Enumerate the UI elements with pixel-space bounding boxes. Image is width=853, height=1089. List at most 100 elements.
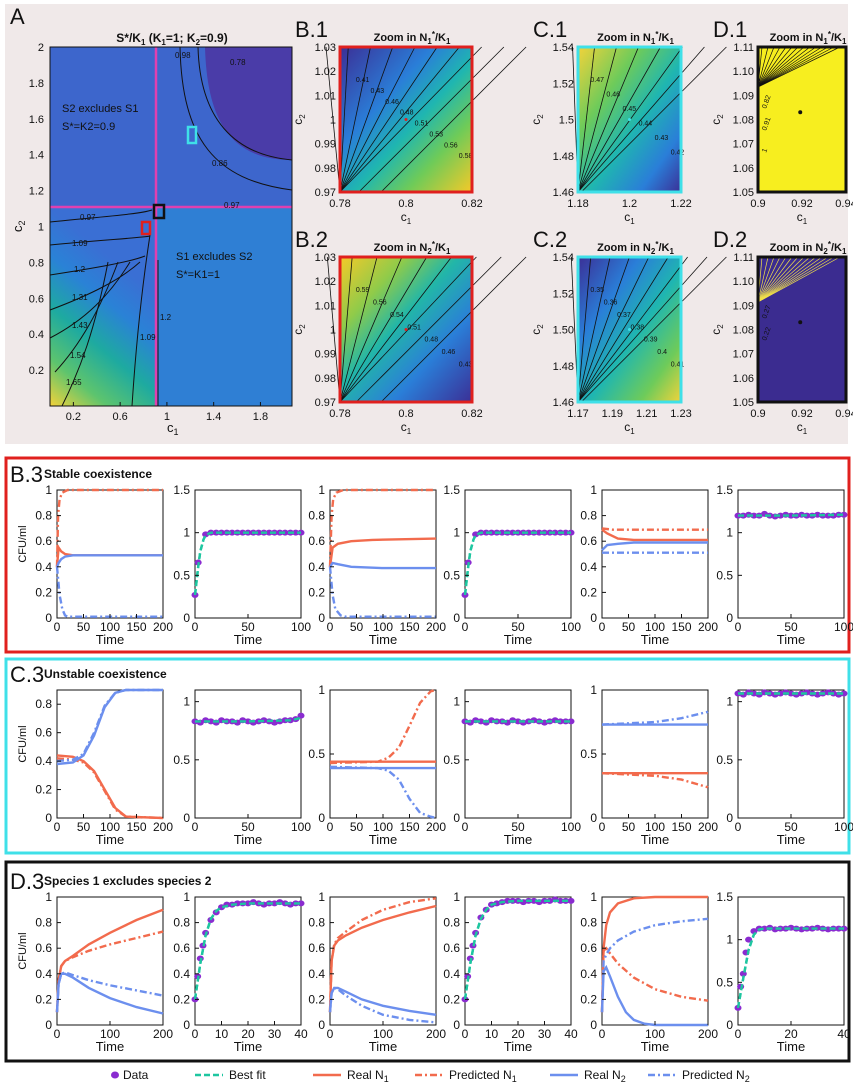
tick-label: 1 bbox=[45, 890, 52, 904]
contour-label: 0.53 bbox=[429, 131, 443, 138]
tick-label: 0.2 bbox=[308, 992, 325, 1006]
tick-label: 1.09 bbox=[733, 300, 754, 312]
tick-label: 0.8 bbox=[443, 916, 460, 930]
time-series-plot: 0 0.2 0.4 0.6 0.8 1 0 100 200 Time bbox=[308, 890, 446, 1054]
contour-line bbox=[179, 46, 293, 191]
tick-label: 100 bbox=[291, 820, 311, 834]
tick-label: 0 bbox=[327, 620, 334, 634]
tick-label: 0.9 bbox=[750, 198, 765, 210]
contour-label: 0.91 bbox=[761, 116, 772, 131]
row-ylabel: CFU/ml bbox=[17, 725, 29, 762]
tick-label: 1 bbox=[38, 222, 44, 234]
plot-frame bbox=[194, 489, 302, 619]
zoom-panels: B.1 Zoom in N1*/K10.410.430.460.480.510.5… bbox=[291, 17, 853, 436]
tick-label: 200 bbox=[426, 820, 446, 834]
tick-label: 1 bbox=[590, 683, 597, 697]
legend-label: Best fit bbox=[229, 1068, 266, 1082]
zoom-panel-letter: C.1 bbox=[533, 17, 567, 42]
tick-label: 0 bbox=[327, 1027, 334, 1041]
series-line-pred_n2 bbox=[329, 765, 437, 820]
contour-line bbox=[54, 261, 119, 373]
contour-line bbox=[131, 234, 151, 407]
zoom-xlabel: c1 bbox=[401, 420, 412, 436]
time-series-plot: 0 0.5 1 0 50 100 Time bbox=[173, 689, 311, 847]
legend-label: Real N1 bbox=[347, 1068, 389, 1084]
row-d3-frame bbox=[4, 860, 851, 1063]
data-point bbox=[498, 529, 506, 536]
contour-label: 0.43 bbox=[655, 135, 669, 142]
tick-label: 0.5 bbox=[173, 568, 190, 582]
tick-label: 0 bbox=[183, 1018, 190, 1032]
tick-label: 0.94 bbox=[835, 198, 853, 210]
tick-label: 0.2 bbox=[35, 992, 52, 1006]
tick-label: 0.8 bbox=[398, 198, 413, 210]
series-line-fit-overlay bbox=[463, 899, 571, 1000]
row-b3-frame bbox=[4, 456, 851, 654]
tick-label: 0.2 bbox=[308, 585, 325, 599]
plot-frame bbox=[601, 489, 709, 619]
contour-label: 1.54 bbox=[70, 351, 86, 360]
contour-label: 0.86 bbox=[212, 159, 228, 168]
tick-label: 0 bbox=[462, 820, 469, 834]
tick-label: 0.4 bbox=[308, 560, 325, 574]
tick-label: 50 bbox=[511, 620, 525, 634]
tick-label: 0 bbox=[318, 811, 325, 825]
contour-line bbox=[581, 46, 727, 193]
tick-label: 1.06 bbox=[733, 373, 754, 385]
data-point bbox=[750, 512, 758, 519]
tick-label: 1 bbox=[45, 483, 52, 497]
contour-label: 0.44 bbox=[639, 121, 653, 128]
contour-line bbox=[339, 46, 482, 193]
time-series-rows: B.3 Stable coexistence CFU/ml 0 0.2 0.4 0.6 0.8… bbox=[10, 462, 853, 1054]
series-line-pred_n2 bbox=[56, 688, 163, 763]
tick-label: 1.05 bbox=[733, 187, 754, 199]
data-point bbox=[244, 900, 252, 907]
contour-line bbox=[358, 46, 505, 193]
data-point bbox=[551, 529, 559, 536]
tick-label: 0 bbox=[453, 811, 460, 825]
tick-label: 0.2 bbox=[173, 992, 190, 1006]
zoom-panel-d1: D.1 Zoom in N1*/K1 0.82 0.91 1 1.11 1.10 1.09 1.… bbox=[709, 17, 853, 226]
legend-item-pred_n2: Predicted N2 bbox=[648, 1068, 750, 1084]
series-line-pred_n1 bbox=[329, 688, 437, 765]
contour-line bbox=[577, 46, 661, 193]
zoom-panel-d2: D.2 Zoom in N2*/K1 0.27 0.22 1.11 1.10 1.09 1.0… bbox=[709, 227, 853, 436]
tick-label: 100 bbox=[100, 620, 120, 634]
legend-item-data: Data bbox=[111, 1068, 149, 1082]
series-line-pred_n2 bbox=[600, 917, 709, 1013]
tick-label: 1.03 bbox=[315, 42, 336, 54]
tick-label: 0.8 bbox=[173, 916, 190, 930]
zoom-frame bbox=[576, 45, 683, 194]
data-point bbox=[787, 690, 795, 697]
tick-label: 200 bbox=[426, 620, 446, 634]
data-point bbox=[514, 718, 522, 725]
tick-label: 200 bbox=[698, 820, 718, 834]
region-label-s1: S1 excludes S2 bbox=[176, 251, 252, 263]
tick-label: 40 bbox=[294, 1027, 308, 1041]
tick-label: 50 bbox=[77, 620, 91, 634]
tick-label: 0 bbox=[735, 820, 742, 834]
tick-label: 0.5 bbox=[443, 753, 460, 767]
tick-label: 1.02 bbox=[315, 66, 336, 78]
tick-label: 0 bbox=[726, 811, 733, 825]
tick-label: 0.5 bbox=[716, 568, 733, 582]
center-point bbox=[404, 118, 408, 121]
tick-label: 2 bbox=[38, 42, 44, 54]
panel-a-yticks: 2 1.8 1.6 1.4 1.2 1 0.8 0.6 0.4 0.2 bbox=[29, 42, 44, 377]
legend-item-real_n2: Real N2 bbox=[550, 1068, 626, 1084]
data-point bbox=[530, 897, 538, 904]
tick-label: 1.54 bbox=[553, 42, 574, 54]
tick-label: 0.6 bbox=[173, 941, 190, 955]
tick-label: 0 bbox=[599, 820, 606, 834]
tick-label: 40 bbox=[837, 1027, 851, 1041]
tick-label: 0 bbox=[590, 611, 597, 625]
contour-line bbox=[757, 46, 817, 88]
contour-label: 1.09 bbox=[72, 239, 88, 248]
zoom-panel-title: Zoom in N1*/K1 bbox=[770, 30, 847, 46]
center-point bbox=[628, 118, 631, 121]
tick-label: 1.46 bbox=[553, 187, 574, 199]
plot-xlabel: Time bbox=[777, 1039, 805, 1054]
contour-line bbox=[339, 256, 353, 403]
tick-label: 1.08 bbox=[733, 325, 754, 337]
time-series-plot: 0 0.2 0.4 0.6 0.8 1 0 50 100 150 200 Time bbox=[308, 483, 446, 647]
